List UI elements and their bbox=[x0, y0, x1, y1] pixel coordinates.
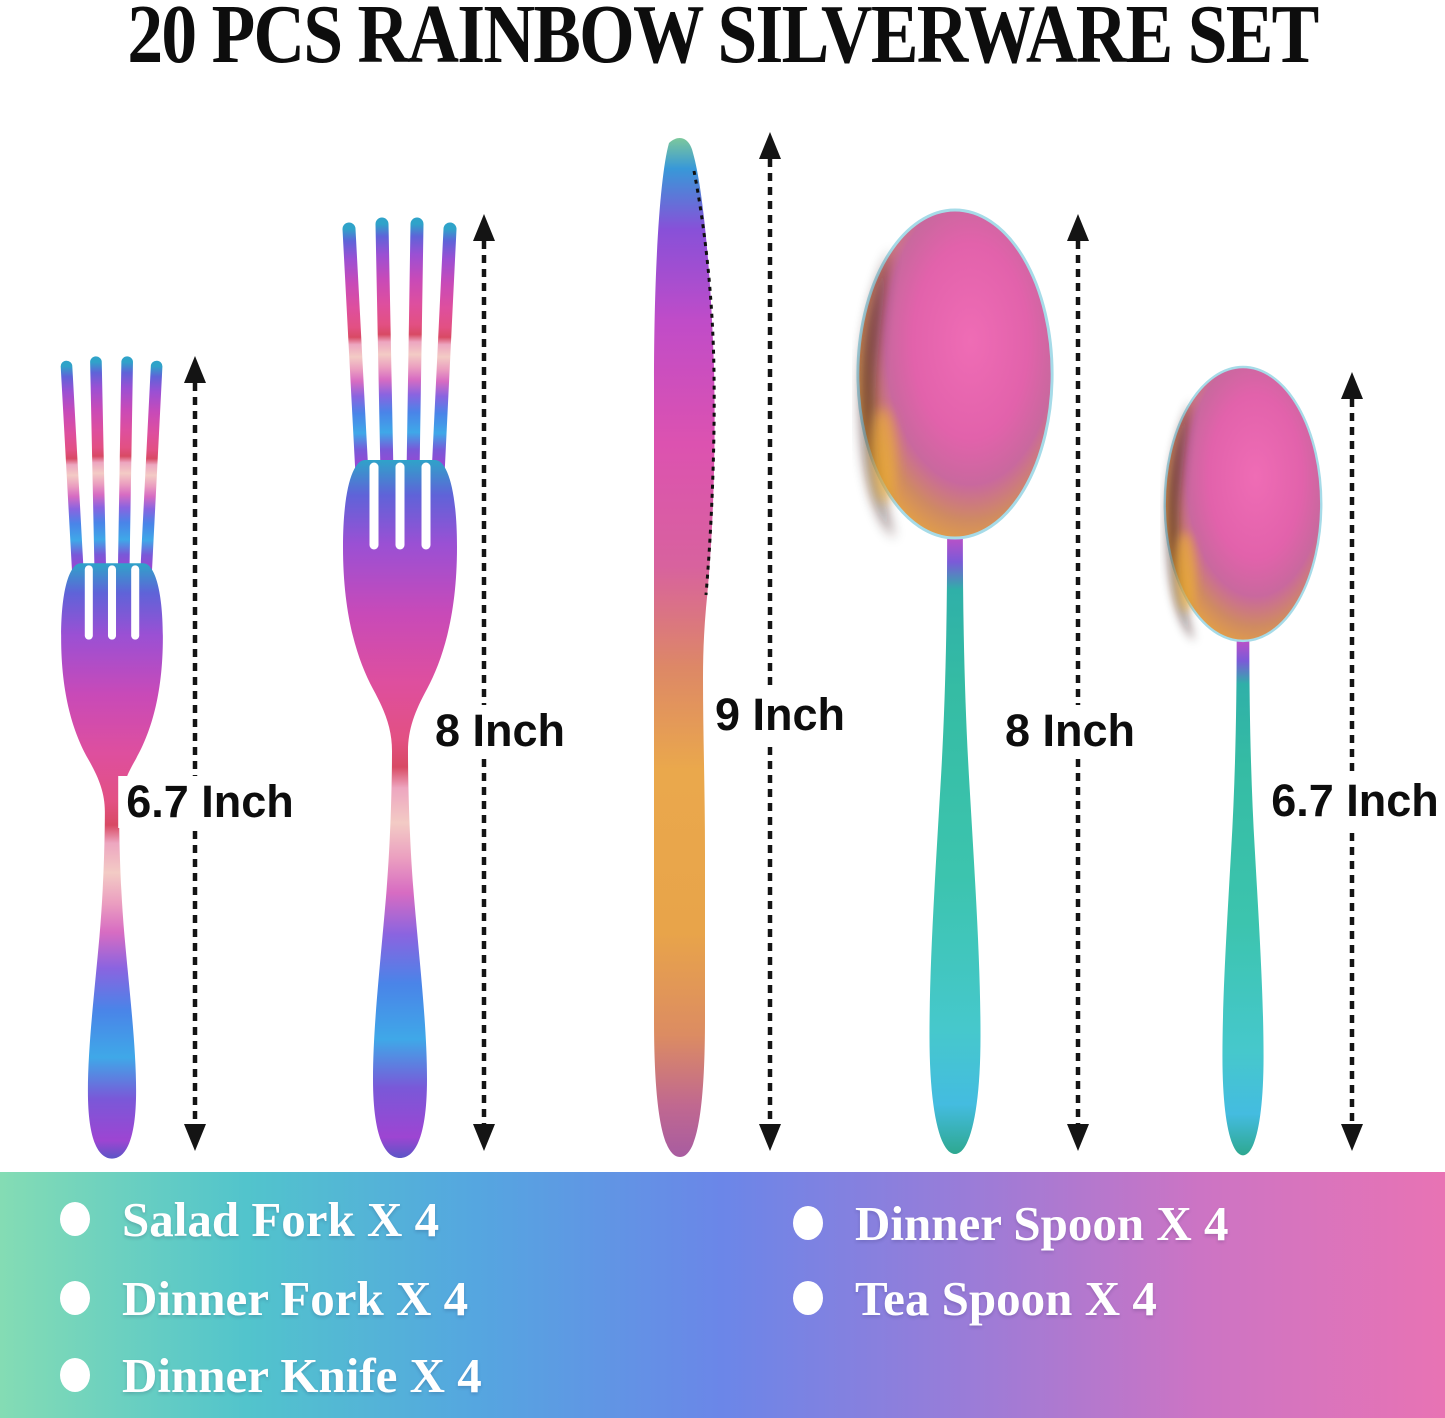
measure-label-dinner-spoon: 8 Inch bbox=[996, 705, 1144, 757]
bullet-icon bbox=[793, 1281, 823, 1315]
legend-item-label: Dinner Knife X 4 bbox=[122, 1347, 482, 1403]
legend-item-dinner-knife: Dinner Knife X 4 bbox=[60, 1347, 482, 1403]
bullet-icon bbox=[60, 1281, 90, 1315]
dinner-knife-image bbox=[654, 138, 716, 1158]
legend-item-dinner-fork: Dinner Fork X 4 bbox=[60, 1270, 468, 1326]
legend-item-label: Salad Fork X 4 bbox=[122, 1191, 440, 1247]
measure-arrow-dinner-spoon bbox=[1067, 214, 1089, 1151]
dinner-fork-image bbox=[342, 217, 457, 1158]
tea-spoon-image bbox=[1163, 365, 1323, 1156]
measure-arrow-dinner-knife bbox=[759, 132, 781, 1151]
legend-item-tea-spoon: Tea Spoon X 4 bbox=[793, 1270, 1157, 1326]
measure-label-salad-fork: 6.7 Inch bbox=[118, 776, 302, 828]
measure-arrow-tea-spoon bbox=[1341, 372, 1363, 1151]
legend-item-salad-fork: Salad Fork X 4 bbox=[60, 1191, 439, 1247]
salad-fork-image bbox=[60, 356, 163, 1159]
bullet-icon bbox=[60, 1358, 90, 1392]
measure-arrow-salad-fork bbox=[184, 356, 206, 1151]
legend-band: Salad Fork X 4 Dinner Fork X 4 Dinner Kn… bbox=[0, 1172, 1445, 1418]
bullet-icon bbox=[793, 1206, 823, 1240]
page-title: 20 PCS RAINBOW SILVERWARE SET bbox=[127, 0, 1319, 81]
measure-label-tea-spoon: 6.7 Inch bbox=[1263, 775, 1445, 827]
measure-label-dinner-fork: 8 Inch bbox=[426, 705, 574, 757]
legend-item-label: Dinner Fork X 4 bbox=[122, 1270, 469, 1326]
bullet-icon bbox=[60, 1202, 90, 1236]
legend-item-label: Tea Spoon X 4 bbox=[855, 1270, 1157, 1326]
legend-item-dinner-spoon: Dinner Spoon X 4 bbox=[793, 1195, 1229, 1251]
measure-label-dinner-knife: 9 Inch bbox=[706, 689, 854, 741]
legend-item-label: Dinner Spoon X 4 bbox=[855, 1195, 1229, 1251]
measure-arrow-dinner-fork bbox=[473, 214, 495, 1151]
dinner-spoon-image bbox=[856, 208, 1054, 1154]
